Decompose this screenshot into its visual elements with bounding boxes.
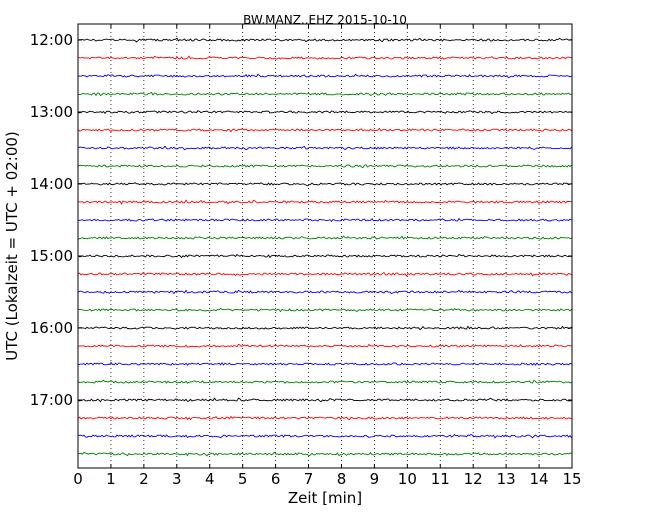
x-tick-label: 3 — [172, 470, 182, 488]
x-tick-label: 5 — [238, 470, 248, 488]
chart-title: BW.MANZ..EHZ 2015-10-10 — [243, 13, 407, 27]
trace-line — [77, 397, 572, 403]
trace-line — [77, 145, 572, 151]
trace-line — [77, 361, 572, 366]
trace-line — [77, 217, 572, 222]
trace-line — [77, 235, 572, 241]
x-tick-label: 6 — [271, 470, 281, 488]
x-tick-label: 9 — [370, 470, 380, 488]
trace-line — [77, 343, 572, 348]
trace-line — [77, 127, 572, 133]
y-axis-ticks: 12:00 13:00 14:00 15:00 16:00 17:00 — [30, 31, 572, 409]
trace-line — [77, 289, 572, 295]
x-tick-label: 15 — [562, 470, 581, 488]
trace-line — [77, 253, 572, 259]
trace-line — [77, 325, 572, 331]
y-axis-label: UTC (Lokalzeit = UTC + 02:00) — [3, 131, 21, 361]
trace-line — [77, 73, 572, 79]
trace-line — [77, 182, 572, 187]
y-tick-label: 15:00 — [30, 247, 73, 265]
trace-line — [77, 433, 572, 439]
x-tick-label: 14 — [530, 470, 549, 488]
x-tick-label: 11 — [431, 470, 450, 488]
x-tick-label: 10 — [398, 470, 417, 488]
trace-line — [77, 307, 572, 313]
x-axis-label: Zeit [min] — [288, 489, 362, 507]
plot-frame — [77, 23, 573, 469]
trace-line — [77, 164, 572, 169]
x-tick-label: 13 — [497, 470, 516, 488]
x-tick-label: 7 — [304, 470, 314, 488]
trace-lines — [77, 37, 572, 457]
trace-line — [77, 379, 572, 384]
y-tick-label: 12:00 — [30, 31, 73, 49]
trace-line — [77, 199, 572, 205]
trace-line — [77, 55, 572, 60]
x-tick-label: 4 — [205, 470, 215, 488]
trace-line — [77, 415, 572, 421]
trace-line — [77, 272, 572, 277]
x-axis-ticks: 0 1 2 3 4 5 6 7 8 9 10 11 12 13 14 15 — [73, 24, 582, 488]
y-tick-label: 16:00 — [30, 319, 73, 337]
x-tick-label: 0 — [73, 470, 83, 488]
trace-line — [77, 451, 572, 457]
trace-line — [77, 91, 572, 97]
y-tick-label: 14:00 — [30, 175, 73, 193]
x-tick-label: 1 — [106, 470, 116, 488]
trace-line — [77, 37, 572, 43]
x-tick-label: 12 — [464, 470, 483, 488]
y-tick-label: 17:00 — [30, 391, 73, 409]
trace-line — [77, 110, 572, 115]
y-tick-label: 13:00 — [30, 103, 73, 121]
x-tick-label: 8 — [337, 470, 347, 488]
x-tick-label: 2 — [139, 470, 149, 488]
grid-lines — [110, 24, 540, 468]
